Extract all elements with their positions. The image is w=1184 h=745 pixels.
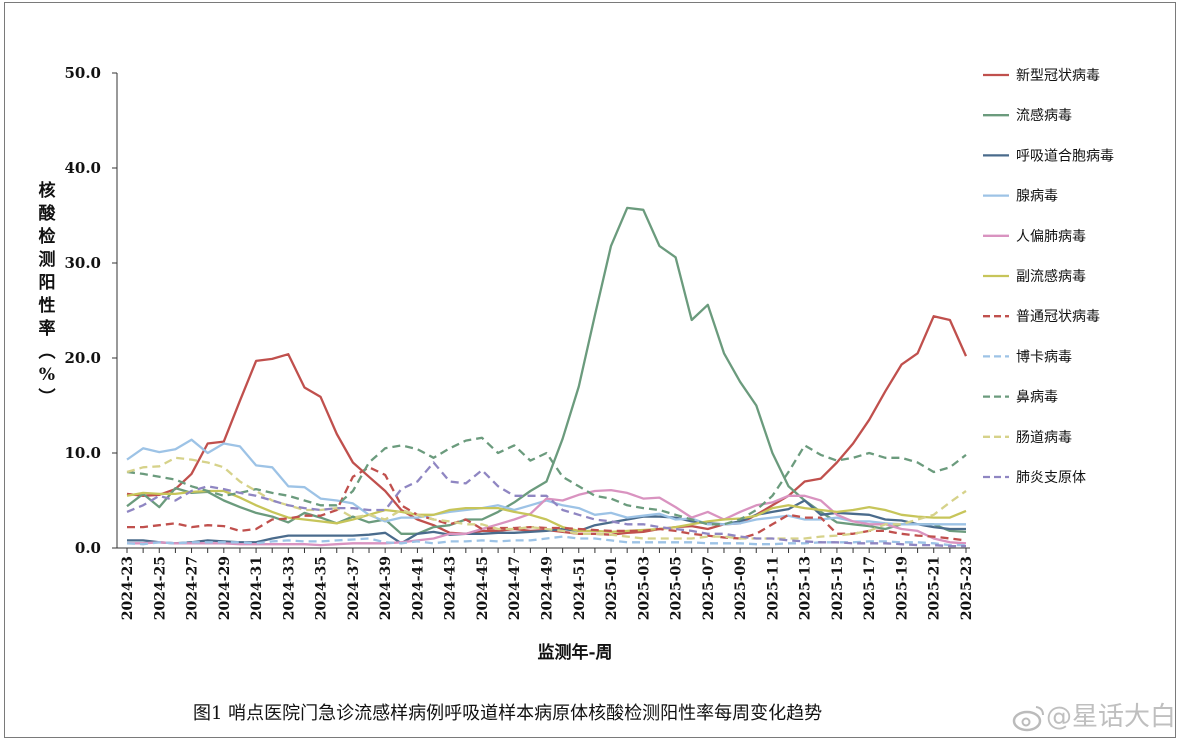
x-tick-label: 2024-27	[185, 556, 201, 620]
series-line-2	[127, 499, 966, 545]
legend: 新型冠状病毒流感病毒呼吸道合胞病毒腺病毒人偏肺病毒副流感病毒普通冠状病毒博卡病毒…	[983, 68, 1114, 486]
legend-label: 呼吸道合胞病毒	[1016, 148, 1114, 164]
series-line-7	[126, 535, 966, 547]
x-tick-label: 2024-47	[507, 556, 523, 620]
x-tick-label: 2024-31	[249, 556, 265, 620]
legend-label: 博卡病毒	[1016, 348, 1072, 365]
x-tick-label: 2024-43	[443, 556, 459, 620]
x-tick-label: 2025-21	[927, 556, 943, 620]
legend-label: 肠道病毒	[1016, 430, 1072, 446]
x-tick-label: 2024-49	[540, 556, 556, 620]
series-line-9	[126, 456, 967, 540]
y-tick-label: 50.0	[64, 64, 101, 82]
legend-label: 鼻病毒	[1016, 389, 1058, 406]
x-tick-label: 2025-05	[669, 556, 685, 620]
x-tick-label: 2024-33	[281, 556, 297, 620]
x-tick-label: 2025-13	[798, 556, 814, 620]
legend-label: 副流感病毒	[1016, 268, 1086, 285]
legend-label: 普通冠状病毒	[1016, 309, 1100, 325]
y-tick-label: 40.0	[64, 159, 101, 177]
y-tick-label: 10.0	[64, 444, 101, 462]
x-tick-label: 2025-07	[701, 556, 717, 620]
x-tick-label: 2024-25	[152, 556, 168, 620]
weibo-logo-icon	[1012, 705, 1044, 731]
x-tick-label: 2025-17	[862, 556, 878, 620]
figure-frame	[4, 2, 1176, 738]
x-tick-label: 2024-45	[475, 556, 491, 620]
x-axis-ticks: 2024-23 2024-25 2024-27 2024-29 2024-31 2024-…	[120, 548, 975, 620]
x-tick-label: 2025-23	[959, 556, 975, 620]
series-line-5	[126, 489, 967, 534]
x-tick-label: 2024-51	[572, 556, 588, 620]
x-tick-label: 2025-19	[894, 556, 910, 620]
series-lines	[126, 206, 968, 548]
series-line-8	[126, 436, 967, 526]
x-tick-label: 2024-35	[314, 556, 330, 620]
x-tick-label: 2024-39	[378, 556, 394, 620]
series-line-4	[127, 488, 967, 547]
x-tick-label: 2025-11	[765, 556, 781, 620]
x-tick-label: 2024-29	[217, 556, 233, 620]
y-axis-label: 核酸检测阳性率︵% ︶	[39, 180, 57, 408]
y-tick-label: 20.0	[64, 349, 101, 367]
legend-label: 人偏肺病毒	[1016, 229, 1086, 245]
x-tick-label: 2025-03	[636, 556, 652, 620]
series-line-1	[126, 206, 967, 535]
series-line-0	[126, 315, 968, 536]
x-tick-label: 2025-01	[604, 556, 620, 620]
watermark-text: @星话大白	[1045, 702, 1176, 732]
y-tick-label: 30.0	[64, 254, 101, 272]
x-tick-label: 2024-37	[346, 556, 362, 620]
watermark: @星话大白	[1012, 696, 1176, 733]
x-tick-label: 2025-09	[733, 556, 749, 620]
legend-label: 流感病毒	[1016, 107, 1072, 124]
series-line-10	[126, 461, 966, 548]
legend-label: 腺病毒	[1016, 189, 1058, 205]
legend-label: 肺炎支原体	[1016, 470, 1086, 486]
series-line-3	[126, 438, 966, 526]
x-axis-label: 监测年-周	[537, 642, 612, 663]
x-tick-label: 2025-15	[830, 556, 846, 620]
x-tick-label: 2024-23	[120, 556, 136, 620]
y-axis-ticks: 0.0 10.0 20.0 30.0 40.0 50.0	[64, 64, 117, 557]
x-tick-label: 2024-41	[410, 556, 426, 620]
legend-label: 新型冠状病毒	[1016, 68, 1100, 84]
figure-caption: 图1 哨点医院门急诊流感样病例呼吸道样本病原体核酸检测阳性率每周变化趋势	[193, 703, 822, 724]
y-tick-label: 0.0	[75, 539, 101, 557]
